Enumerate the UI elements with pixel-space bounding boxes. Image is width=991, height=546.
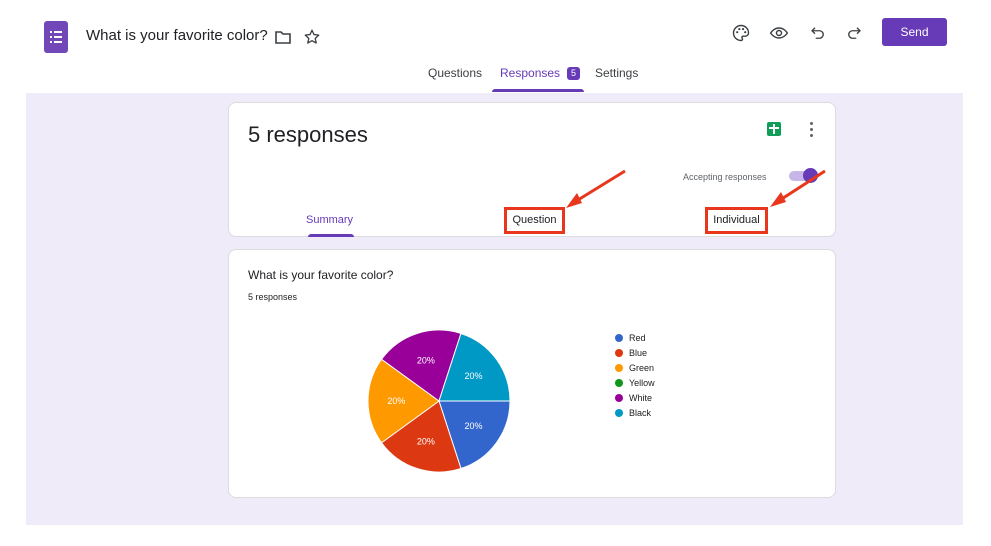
pie-slice-label-blue: 20% (417, 437, 435, 447)
send-button[interactable]: Send (882, 18, 947, 46)
tab-responses-label: Responses (500, 66, 561, 80)
legend-swatch (615, 393, 623, 402)
pie-slice-label-red: 20% (464, 421, 482, 431)
pie-slice-green[interactable] (367, 358, 440, 444)
header: What is your favorite color? Send Questi… (0, 0, 991, 93)
legend-label: Red (629, 332, 646, 343)
more-vert-icon[interactable] (807, 120, 817, 138)
subtab-active-indicator (308, 234, 354, 237)
responses-count-badge: 5 (567, 67, 581, 80)
arrowhead-individual (770, 192, 786, 207)
responses-count-title: 5 responses (248, 122, 368, 147)
legend-item-blue: Blue (615, 345, 655, 360)
subtab-individual[interactable]: Individual (705, 207, 768, 234)
pie-slice-label-green: 20% (387, 396, 405, 406)
redo-icon[interactable] (843, 22, 865, 44)
subtab-question-label: Question (512, 214, 557, 226)
form-title[interactable]: What is your favorite color? (86, 27, 268, 44)
pie-slice-black[interactable] (438, 332, 511, 402)
tab-questions[interactable]: Questions (428, 66, 483, 80)
legend-swatch (615, 363, 623, 372)
pie-slice-white[interactable] (380, 329, 462, 402)
accepting-responses-label: Accepting responses (683, 172, 767, 182)
subtab-question[interactable]: Question (504, 207, 565, 234)
legend-swatch (615, 333, 623, 342)
legend-item-red: Red (615, 330, 655, 345)
tab-responses[interactable]: Responses 5 (500, 66, 581, 93)
legend-swatch (615, 378, 623, 387)
legend-label: Green (629, 362, 655, 373)
sheets-icon[interactable] (767, 122, 781, 136)
accepting-responses-toggle[interactable] (789, 171, 815, 181)
star-icon[interactable] (301, 26, 323, 48)
question-title: What is your favorite color? (248, 268, 394, 282)
question-summary-card: What is your favorite color? 5 responses… (228, 249, 836, 498)
subtab-individual-label: Individual (713, 214, 760, 226)
legend-swatch (615, 408, 623, 417)
pie-slice-red[interactable] (438, 400, 511, 470)
arrow-to-question (572, 169, 626, 205)
legend-label: Yellow (629, 377, 655, 388)
legend-item-black: Black (615, 405, 655, 420)
pie-slice-blue[interactable] (380, 400, 462, 473)
forms-logo-icon[interactable] (44, 21, 68, 53)
pie-slice-label-black: 20% (464, 371, 482, 381)
responses-summary-card: 5 responses Accepting responses Summary … (228, 102, 836, 237)
pie-slice-label-white: 20% (417, 355, 435, 365)
subtab-summary[interactable]: Summary (306, 214, 354, 226)
legend-label: Blue (629, 347, 648, 358)
active-tab-indicator (492, 89, 584, 92)
legend-swatch (615, 348, 623, 357)
legend-label: Black (629, 407, 652, 418)
eye-icon[interactable] (768, 22, 790, 44)
arrow-to-individual (776, 169, 826, 204)
palette-icon[interactable] (730, 22, 752, 44)
main-tabs: Questions Responses 5 Settings (0, 66, 991, 93)
arrowhead-question (566, 193, 582, 208)
question-response-count: 5 responses (248, 292, 298, 302)
folder-icon[interactable] (272, 26, 294, 48)
legend-item-green: Green (615, 360, 655, 375)
tab-settings[interactable]: Settings (595, 66, 639, 80)
pie-chart: 20% 20% 20% 20% 20% (367, 329, 511, 473)
legend-label: White (629, 392, 653, 403)
legend-item-yellow: Yellow (615, 375, 655, 390)
chart-legend: Red Blue Green Yellow White Black (615, 330, 655, 420)
legend-item-white: White (615, 390, 655, 405)
undo-icon[interactable] (807, 22, 829, 44)
